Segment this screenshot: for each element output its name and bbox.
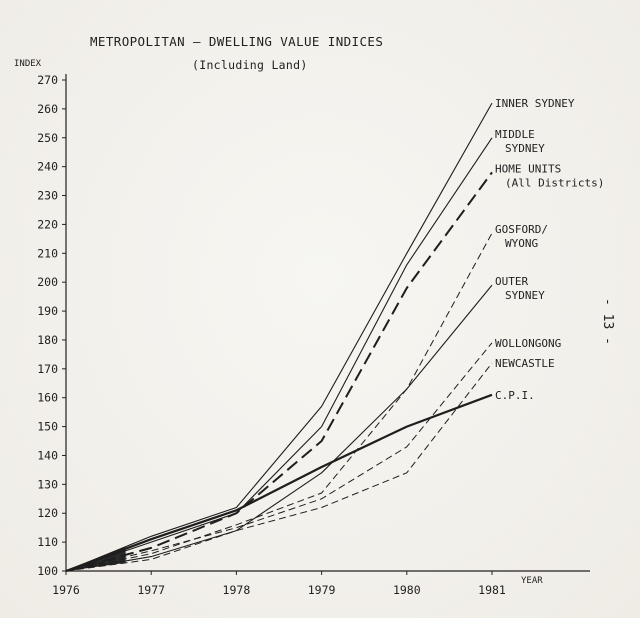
y-tick-label: 190 [37, 304, 58, 318]
x-tick-label: 1978 [223, 583, 251, 597]
series-line [65, 342, 493, 572]
y-tick-label: 210 [37, 246, 58, 260]
chart-subtitle: (Including Land) [192, 58, 308, 72]
x-tick-label: 1980 [393, 583, 421, 597]
page-number: - 13 - [600, 298, 615, 345]
y-tick-label: 270 [37, 73, 58, 87]
y-tick-label: 180 [37, 333, 58, 347]
series-lines [65, 102, 493, 573]
x-axis-label: YEAR [521, 576, 543, 586]
series-label: OUTER [495, 275, 528, 288]
series-label: GOSFORD/ [495, 223, 548, 236]
y-tick-label: 260 [37, 102, 58, 116]
series-line [65, 102, 493, 572]
y-tick-label: 250 [37, 131, 58, 145]
axes: 100 110 120 130 140 150 160 170 180 190 200 210 220 2… [37, 73, 590, 597]
series-label: SYDNEY [505, 289, 545, 302]
series-line [65, 171, 493, 572]
x-tick-label: 1981 [478, 583, 506, 597]
series-label: (All Districts) [505, 176, 604, 189]
y-tick-label: 100 [37, 564, 58, 578]
series-label: NEWCASTLE [495, 357, 555, 370]
series-label: HOME UNITS [495, 162, 561, 175]
y-tick-label: 200 [37, 275, 58, 289]
series-label: MIDDLE [495, 128, 535, 141]
series-line [65, 362, 493, 572]
y-tick-label: 140 [37, 448, 58, 462]
y-tick-label: 120 [37, 506, 58, 520]
series-label: WYONG [505, 237, 538, 250]
chart-title: METROPOLITAN — DWELLING VALUE INDICES [90, 34, 383, 49]
series-label: SYDNEY [505, 142, 545, 155]
y-tick-label: 130 [37, 477, 58, 491]
x-tick-label: 1977 [137, 583, 165, 597]
series-label: WOLLONGONG [495, 337, 561, 350]
series-label: INNER SYDNEY [495, 97, 575, 110]
series-line [65, 393, 493, 573]
series-line [65, 284, 493, 572]
y-tick-label: 240 [37, 160, 58, 174]
y-axis-label: INDEX [14, 59, 42, 69]
y-tick-label: 160 [37, 391, 58, 405]
x-tick-label: 1979 [308, 583, 336, 597]
y-tick-label: 110 [37, 535, 58, 549]
series-label: C.P.I. [495, 389, 535, 402]
y-tick-label: 150 [37, 420, 58, 434]
y-tick-label: 170 [37, 362, 58, 376]
series-line [65, 232, 493, 572]
series-line [65, 137, 493, 572]
y-tick-label: 220 [37, 217, 58, 231]
y-tick-label: 230 [37, 189, 58, 203]
x-tick-label: 1976 [52, 583, 80, 597]
